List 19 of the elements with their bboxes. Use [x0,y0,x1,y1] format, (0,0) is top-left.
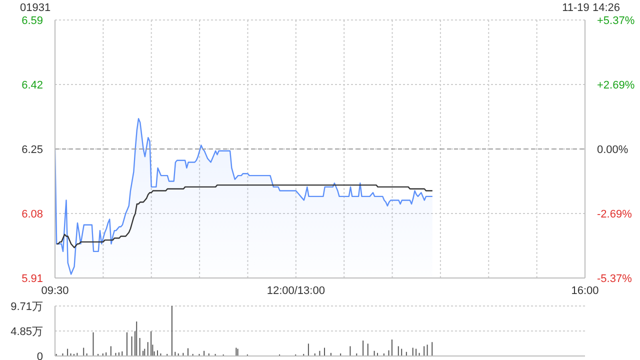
chart-subtitle: 11-19 14:26 [562,2,620,14]
x-tick-label: 09:30 [41,284,69,297]
y-tick-label: 5.91 [22,273,43,285]
y-tick-label: 6.59 [22,15,43,27]
chart-title: 01931 [20,2,51,14]
line-series [56,184,434,248]
y-tick-label: 6.42 [22,80,43,92]
y-tick-label: 9.71万 [10,301,43,313]
y2-tick-label: 0.00% [597,144,628,156]
y-tick-label: 6.08 [22,208,43,220]
x-tick-label: 16:00 [571,284,599,297]
y2-tick-label: +2.69% [597,79,635,92]
y-tick-label: 0 [36,351,43,360]
x-tick-label: 12:00/13:00 [266,284,325,297]
y-tick-label: 6.25 [22,144,43,156]
y2-tick-label: -2.69% [597,208,632,221]
y2-tick-label: +5.37% [597,15,635,27]
y2-tick-label: -5.37% [597,273,632,285]
y-tick-label: 4.85万 [10,326,43,338]
